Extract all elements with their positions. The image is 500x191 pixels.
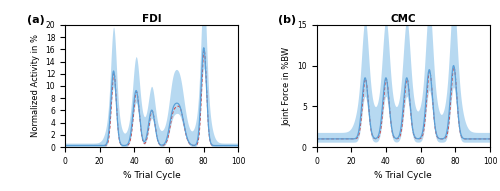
Title: FDI: FDI: [142, 14, 162, 24]
X-axis label: % Trial Cycle: % Trial Cycle: [123, 171, 180, 180]
Y-axis label: Normalized Activity in %: Normalized Activity in %: [31, 34, 40, 138]
Title: CMC: CMC: [390, 14, 416, 24]
Y-axis label: Joint Force in %BW: Joint Force in %BW: [282, 46, 292, 125]
Text: (a): (a): [27, 15, 44, 25]
Text: (b): (b): [278, 15, 296, 25]
X-axis label: % Trial Cycle: % Trial Cycle: [374, 171, 432, 180]
